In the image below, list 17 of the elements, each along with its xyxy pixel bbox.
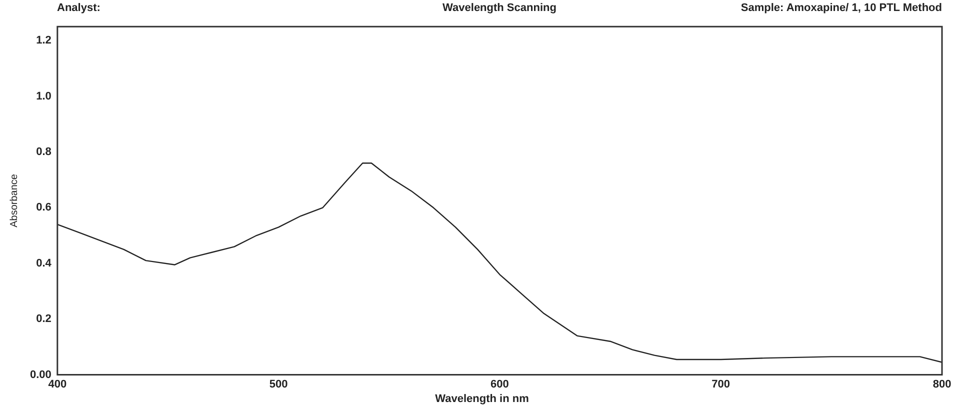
text: Analyst:	[57, 2, 100, 14]
y-tick-label: 1.2	[36, 34, 52, 47]
y-tick-label: 0.6	[36, 202, 52, 214]
y-tick-label: 1.0	[36, 90, 52, 102]
x-tick-label: 700	[712, 378, 730, 390]
x-tick-label: 600	[490, 378, 509, 390]
y-tick-label: 0.4	[36, 257, 52, 270]
x-tick-label: 500	[269, 378, 288, 390]
x-tick-label: 800	[932, 378, 952, 390]
y-tick-label: 0.00	[30, 368, 52, 381]
text: Sample: Amoxapine/ 1, 10 PTL Method	[740, 2, 942, 14]
y-axis-title: Absorbance	[8, 174, 20, 228]
y-tick-label: 0.2	[36, 313, 52, 326]
x-tick-label: 400	[48, 378, 67, 390]
x-axis-title: Wavelength in nm	[434, 393, 530, 405]
y-tick-label: 0.8	[36, 146, 52, 158]
chart-title: Wavelength Scanning	[442, 2, 556, 14]
